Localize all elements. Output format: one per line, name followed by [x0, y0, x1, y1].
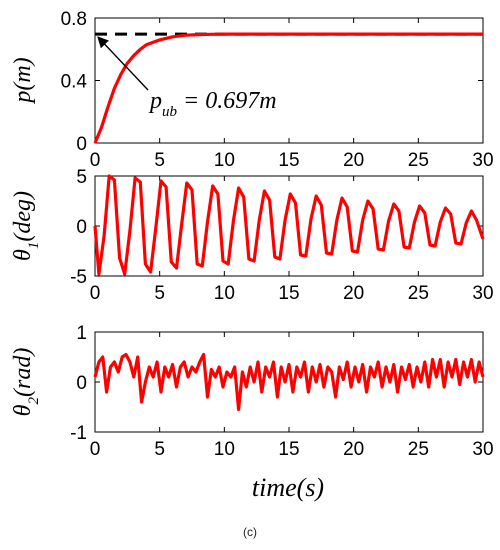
- x-tick-label: 5: [154, 150, 165, 171]
- x-tick-label: 15: [278, 150, 299, 171]
- x-tick-label: 15: [278, 283, 299, 304]
- x-tick-label: 25: [408, 150, 429, 171]
- y-axis-label: p(m): [10, 57, 36, 104]
- x-tick-label: 5: [154, 439, 165, 460]
- x-tick-label: 20: [343, 283, 364, 304]
- x-tick-label: 10: [214, 150, 235, 171]
- y-tick-label: 0.8: [61, 9, 87, 30]
- x-tick-label: 25: [408, 439, 429, 460]
- subplot-1: 0 5 10 15 20 25 30 0 0.4 0.8 p(m) pub = 0.697m: [10, 9, 494, 171]
- y-tick-label: 0: [76, 217, 87, 238]
- series-line-2: [93, 32, 483, 144]
- x-tick-label: 0: [90, 439, 101, 460]
- y-tick-label: -1: [70, 423, 87, 444]
- x-tick-label: 30: [472, 150, 493, 171]
- x-axis-label: time(s): [252, 473, 324, 502]
- y-tick-label: 5: [76, 167, 87, 188]
- figure-caption: (c): [243, 525, 257, 539]
- y-axis-label: θ1(deg): [10, 191, 42, 261]
- y-tick-label: 0: [76, 134, 87, 155]
- y-tick-label: 0: [76, 373, 87, 394]
- x-tick-label: 30: [472, 439, 493, 460]
- axes-box: [94, 17, 484, 144]
- axes-box: [94, 331, 484, 433]
- x-tick-label: 10: [214, 439, 235, 460]
- y-tick-label: -5: [70, 267, 87, 288]
- annotation-arrow: [97, 36, 149, 91]
- annotation-label: pub = 0.697m: [148, 88, 277, 120]
- x-tick-label: 30: [472, 283, 493, 304]
- series-line-1: [93, 352, 485, 412]
- x-tick-label: 0: [90, 283, 101, 304]
- x-tick-label: 20: [343, 150, 364, 171]
- x-tick-label: 5: [154, 283, 165, 304]
- y-tick-label: 0.4: [61, 72, 88, 93]
- y-axis-label: θ2(rad): [10, 348, 42, 417]
- x-tick-label: 20: [343, 439, 364, 460]
- series-line-1: [93, 174, 485, 276]
- y-tick-label: 1: [76, 323, 87, 344]
- x-tick-label: 0: [90, 150, 101, 171]
- x-tick-label: 25: [408, 283, 429, 304]
- x-tick-label: 15: [278, 439, 299, 460]
- x-tick-label: 10: [214, 283, 235, 304]
